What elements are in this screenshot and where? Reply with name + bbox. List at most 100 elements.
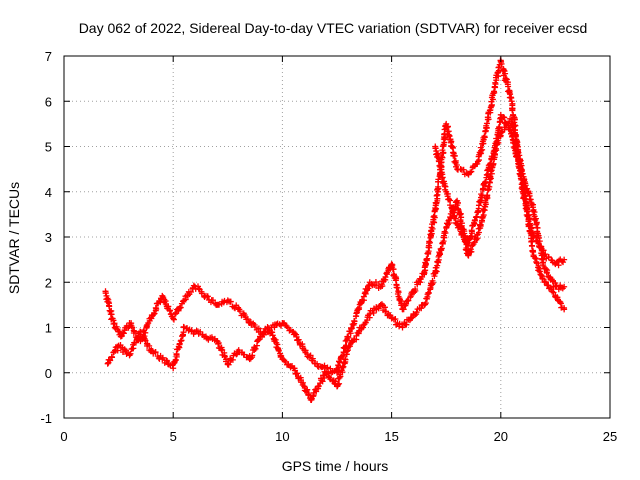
trace-marker [456, 224, 463, 231]
trace-marker [227, 355, 234, 362]
trace-marker [525, 222, 532, 229]
trace-marker [432, 145, 439, 152]
trace-marker [519, 170, 526, 177]
trace-marker [515, 149, 522, 156]
trace-marker [137, 328, 144, 335]
trace-marker [488, 155, 495, 162]
trace-marker [190, 282, 197, 289]
trace-marker [507, 94, 514, 101]
trace-marker [176, 341, 183, 348]
trace-marker [383, 308, 390, 315]
trace-marker [171, 311, 178, 318]
trace-marker [351, 317, 358, 324]
trace-marker [249, 352, 256, 359]
trace-marker [442, 229, 449, 236]
trace-marker [549, 288, 556, 295]
trace-marker [536, 234, 543, 241]
trace-marker [102, 290, 109, 297]
trace-marker [173, 352, 180, 359]
y-tick-label: 2 [45, 275, 52, 290]
trace-marker [477, 221, 484, 228]
trace-marker [120, 330, 127, 337]
trace-marker [458, 214, 465, 221]
trace-marker [522, 182, 529, 189]
trace-marker [168, 313, 175, 320]
trace-marker [252, 345, 259, 352]
trace-marker [468, 228, 475, 235]
trace-marker [204, 293, 211, 300]
trace-marker [321, 374, 328, 381]
trace-marker [445, 196, 452, 203]
trace-marker [159, 354, 166, 361]
trace-marker [164, 357, 171, 364]
trace-marker [177, 304, 184, 311]
trace-marker [528, 238, 535, 245]
x-tick-label: 20 [494, 429, 508, 444]
trace-marker [532, 255, 539, 262]
trace-marker [127, 350, 134, 357]
series-track-a [102, 57, 568, 376]
trace-marker [327, 365, 334, 372]
trace-marker [142, 329, 149, 336]
trace-marker [209, 297, 216, 304]
data-point [104, 360, 111, 367]
trace-marker [195, 285, 202, 292]
trace-marker [188, 288, 195, 295]
trace-marker [366, 314, 373, 321]
trace-marker [178, 337, 185, 344]
trace-marker [337, 373, 344, 380]
trace-marker [153, 306, 160, 313]
trace-marker [394, 284, 401, 291]
trace-marker [497, 132, 504, 139]
trace-marker [473, 232, 480, 239]
trace-marker [151, 310, 158, 317]
trace-marker [545, 253, 552, 260]
trace-marker [524, 211, 531, 218]
trace-marker [444, 123, 451, 130]
x-tick-label: 25 [603, 429, 617, 444]
trace-marker [336, 380, 343, 387]
y-tick-label: 0 [45, 366, 52, 381]
grid [64, 56, 610, 418]
trace-marker [319, 378, 326, 385]
trace-marker [437, 251, 444, 258]
trace-marker [558, 258, 565, 265]
trace-marker [383, 271, 390, 278]
trace-marker [484, 192, 491, 199]
trace-marker [536, 238, 543, 245]
trace-marker [561, 304, 568, 311]
trace-marker [201, 294, 208, 301]
trace-marker [422, 261, 429, 268]
trace-marker [487, 160, 494, 167]
trace-marker [110, 320, 117, 327]
trace-marker [320, 372, 327, 379]
trace-marker [115, 327, 122, 334]
trace-marker [479, 192, 486, 199]
trace-marker [518, 168, 525, 175]
trace-marker [510, 126, 517, 133]
trace-marker [392, 315, 399, 322]
trace-marker [446, 133, 453, 140]
trace-marker [221, 353, 228, 360]
trace-marker [560, 259, 567, 266]
trace-marker [109, 354, 116, 361]
trace-marker [294, 370, 301, 377]
y-tick-label: 5 [45, 140, 52, 155]
x-tick-label: 5 [170, 429, 177, 444]
trace-marker [254, 337, 261, 344]
trace-marker [225, 361, 232, 368]
trace-marker [474, 158, 481, 165]
trace-marker [434, 186, 441, 193]
trace-marker [223, 358, 230, 365]
series-track-c [432, 115, 568, 293]
trace-marker [172, 310, 179, 317]
trace-marker [492, 145, 499, 152]
trace-marker [335, 381, 342, 388]
trace-marker [413, 309, 420, 316]
chart-title: Day 062 of 2022, Sidereal Day-to-day VTE… [79, 20, 588, 36]
trace-marker [237, 308, 244, 315]
trace-marker [533, 221, 540, 228]
trace-marker [244, 316, 251, 323]
trace-marker [190, 330, 197, 337]
